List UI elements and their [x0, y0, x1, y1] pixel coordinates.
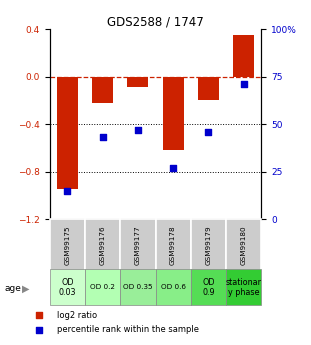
Point — [171, 165, 176, 170]
Bar — [50, 269, 85, 305]
Text: GSM99176: GSM99176 — [100, 225, 106, 265]
Point — [100, 135, 105, 140]
Bar — [92, 77, 113, 103]
Text: OD 0.35: OD 0.35 — [123, 284, 153, 290]
Bar — [233, 35, 254, 77]
Text: ▶: ▶ — [22, 284, 30, 294]
Text: GSM99177: GSM99177 — [135, 225, 141, 265]
Bar — [163, 77, 184, 150]
Text: age: age — [5, 284, 21, 293]
Bar — [85, 269, 120, 305]
Text: GSM99178: GSM99178 — [170, 225, 176, 265]
Title: GDS2588 / 1747: GDS2588 / 1747 — [107, 15, 204, 28]
Point — [241, 82, 246, 87]
Point — [240, 127, 245, 132]
Bar — [57, 77, 78, 189]
Point — [135, 127, 140, 132]
Text: log2 ratio: log2 ratio — [57, 311, 97, 320]
Bar — [198, 77, 219, 100]
Bar — [156, 269, 191, 305]
Bar — [156, 219, 191, 271]
Text: GSM99179: GSM99179 — [205, 225, 211, 265]
Point — [240, 260, 245, 266]
Point — [206, 129, 211, 135]
Text: OD 0.6: OD 0.6 — [160, 284, 186, 290]
Text: percentile rank within the sample: percentile rank within the sample — [57, 325, 199, 334]
Bar — [127, 77, 148, 87]
Text: OD 0.2: OD 0.2 — [90, 284, 115, 290]
Bar — [120, 219, 156, 271]
Text: stationar
y phase: stationar y phase — [225, 277, 262, 297]
Text: GSM99175: GSM99175 — [64, 225, 70, 265]
Bar — [191, 269, 226, 305]
Text: OD
0.9: OD 0.9 — [202, 277, 215, 297]
Bar — [226, 219, 261, 271]
Text: GSM99180: GSM99180 — [241, 225, 247, 265]
Point — [65, 188, 70, 193]
Bar — [191, 219, 226, 271]
Bar — [226, 269, 261, 305]
Bar — [85, 219, 120, 271]
Bar — [120, 269, 156, 305]
Text: OD
0.03: OD 0.03 — [59, 277, 76, 297]
Bar — [50, 219, 85, 271]
